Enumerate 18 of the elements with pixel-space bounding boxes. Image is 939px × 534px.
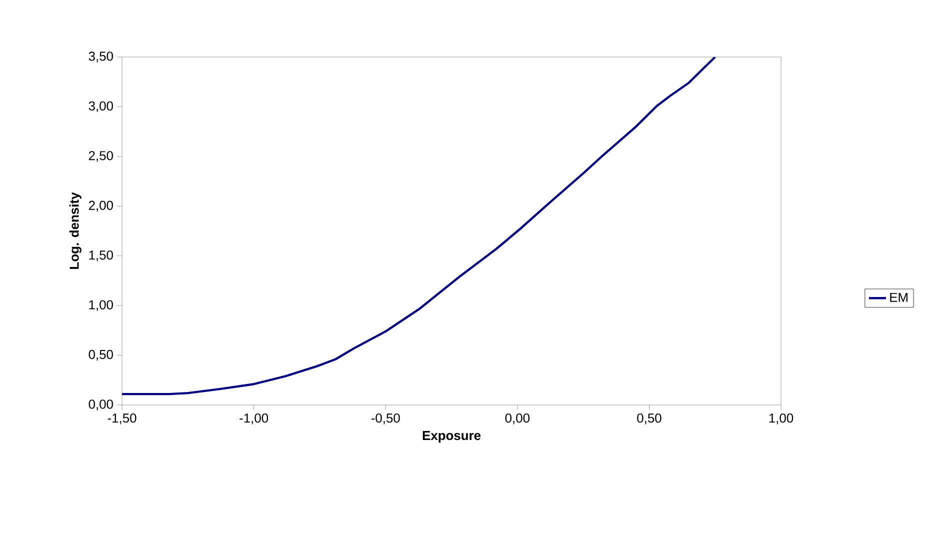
line-series <box>122 56 716 396</box>
x-tick-label: -0,50 <box>371 414 400 424</box>
x-tick-label: -1,00 <box>240 414 268 424</box>
y-tick-label: 0,50 <box>88 350 113 361</box>
y-tick-label: 2,50 <box>88 151 113 162</box>
y-tick-label: 1,00 <box>89 300 113 311</box>
x-axis-title: Exposure <box>422 431 481 443</box>
y-axis-title: Log. density <box>69 192 82 269</box>
x-tick-label: 1,00 <box>769 414 794 424</box>
x-tick-label: 0,00 <box>505 414 530 424</box>
x-tick-label: -1,50 <box>108 414 136 424</box>
y-tick-label: 3,00 <box>88 101 113 112</box>
x-tick-label: 0,50 <box>637 414 662 424</box>
legend-label: EM <box>890 292 908 302</box>
y-tick-label: 2,00 <box>88 200 113 212</box>
y-tick-label: 0,00 <box>88 400 113 410</box>
y-tick-label: 1,50 <box>89 250 113 262</box>
y-tick-label: 3,50 <box>88 52 113 62</box>
